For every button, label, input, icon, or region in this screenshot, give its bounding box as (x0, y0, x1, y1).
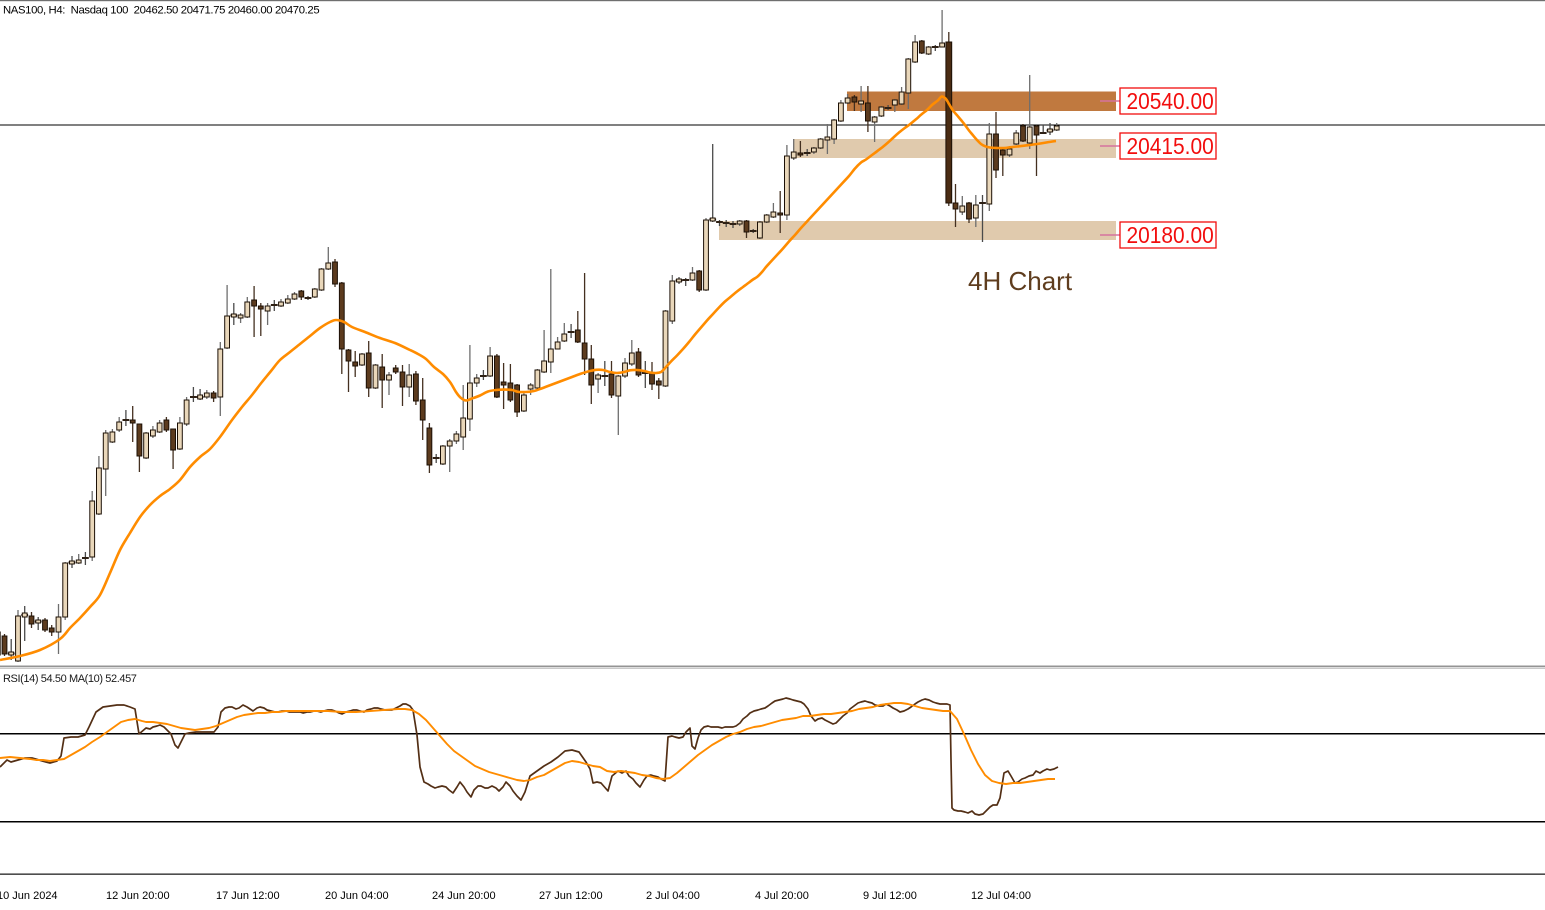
svg-text:20540.00: 20540.00 (1127, 88, 1214, 114)
svg-text:NAS100, H4: Nasdaq 100 20462: NAS100, H4: Nasdaq 100 20462.50 20471.75… (3, 5, 319, 17)
svg-text:24 Jun 20:00: 24 Jun 20:00 (432, 890, 496, 902)
svg-text:4 Jul 20:00: 4 Jul 20:00 (755, 890, 809, 902)
svg-text:2 Jul 04:00: 2 Jul 04:00 (646, 890, 700, 902)
svg-text:12 Jul 04:00: 12 Jul 04:00 (971, 890, 1031, 902)
svg-text:20 Jun 04:00: 20 Jun 04:00 (325, 890, 389, 902)
svg-text:20415.00: 20415.00 (1127, 133, 1214, 159)
svg-text:20180.00: 20180.00 (1127, 222, 1214, 248)
svg-text:RSI(14) 54.50 MA(10) 52.457: RSI(14) 54.50 MA(10) 52.457 (3, 673, 137, 685)
svg-text:17 Jun 12:00: 17 Jun 12:00 (216, 890, 280, 902)
svg-text:10 Jun 2024: 10 Jun 2024 (0, 890, 58, 902)
svg-text:27 Jun 12:00: 27 Jun 12:00 (539, 890, 603, 902)
svg-text:12 Jun 20:00: 12 Jun 20:00 (106, 890, 170, 902)
svg-text:4H Chart: 4H Chart (968, 266, 1073, 296)
svg-text:9 Jul 12:00: 9 Jul 12:00 (863, 890, 917, 902)
